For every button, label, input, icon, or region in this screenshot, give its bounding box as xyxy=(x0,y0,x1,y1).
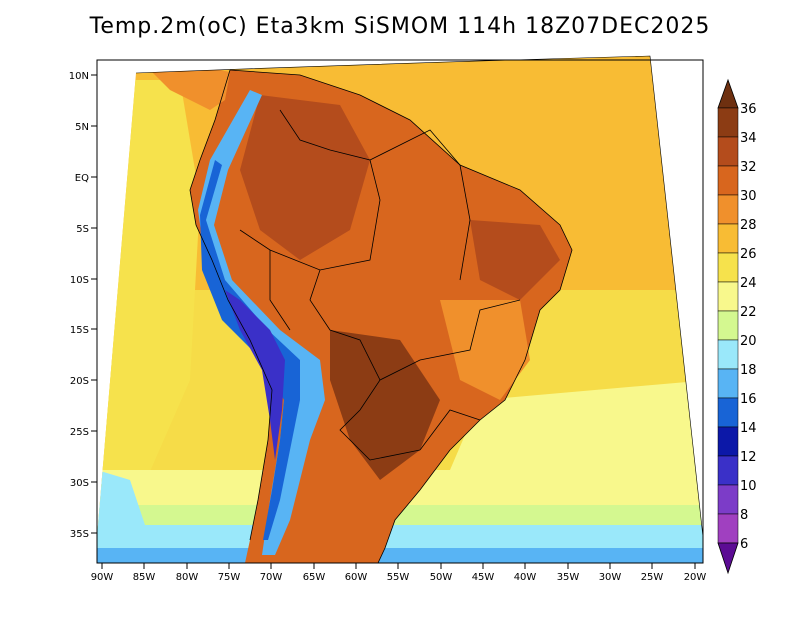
central-hot-region xyxy=(330,330,440,480)
lat-label-15s: 15S xyxy=(70,325,89,336)
colorbar-label-8: 8 xyxy=(740,508,748,523)
colorbar-swatch-20-22 xyxy=(717,310,739,341)
colorbar-swatch-30-32 xyxy=(717,165,739,196)
longitude-labels: 90W 85W 80W 75W 70W 65W 60W 55W 50W 45W … xyxy=(91,572,707,583)
southeast-mild-region xyxy=(440,300,530,400)
map-area: 10N 5N EQ 5S 10S 15S 20S 25S 30S 35S xyxy=(69,55,707,583)
south-ocean-band-blue xyxy=(97,548,703,563)
latitude-labels: 10N 5N EQ 5S 10S 15S 20S 25S 30S 35S xyxy=(69,71,89,540)
lon-label-20w: 20W xyxy=(684,572,707,583)
colorbar-label-18: 18 xyxy=(740,363,757,378)
colorbar-label-34: 34 xyxy=(740,131,757,146)
colorbar-swatch-8-10 xyxy=(717,484,739,515)
lon-label-50w: 50W xyxy=(430,572,453,583)
lon-label-55w: 55W xyxy=(387,572,410,583)
colorbar-swatch-12-14 xyxy=(717,426,739,457)
colorbar: 36 34 32 30 28 26 24 22 20 18 16 14 12 1… xyxy=(717,78,757,575)
colorbar-top-arrow xyxy=(717,78,739,109)
colorbar-label-24: 24 xyxy=(740,276,757,291)
colorbar-swatch-18-20 xyxy=(717,339,739,370)
colorbar-bottom-arrow xyxy=(717,542,739,575)
colorbar-swatch-24-26 xyxy=(717,252,739,283)
longitude-axis xyxy=(101,563,696,569)
lon-label-60w: 60W xyxy=(345,572,368,583)
colorbar-swatch-16-18 xyxy=(717,368,739,399)
country-borders xyxy=(189,69,573,563)
lat-label-35s: 35S xyxy=(70,529,89,540)
lat-label-5s: 5S xyxy=(76,224,89,235)
lon-label-40w: 40W xyxy=(514,572,537,583)
map-frame xyxy=(96,59,704,564)
colorbar-swatch-22-24 xyxy=(717,281,739,312)
colorbar-swatch-26-28 xyxy=(717,223,739,254)
colorbar-label-28: 28 xyxy=(740,218,757,233)
lat-label-eq: EQ xyxy=(75,173,89,184)
latitude-axis xyxy=(91,74,97,534)
colorbar-label-26: 26 xyxy=(740,247,757,262)
colorbar-label-10: 10 xyxy=(740,479,757,494)
colorbar-swatch-6-8 xyxy=(717,513,739,544)
central-america-land xyxy=(150,66,230,110)
colorbar-label-36: 36 xyxy=(740,102,757,117)
colorbar-label-12: 12 xyxy=(740,450,757,465)
lat-label-20s: 20S xyxy=(70,376,89,387)
lon-label-45w: 45W xyxy=(472,572,495,583)
lon-label-70w: 70W xyxy=(260,572,283,583)
lon-label-85w: 85W xyxy=(133,572,156,583)
colorbar-label-16: 16 xyxy=(740,392,757,407)
lon-label-75w: 75W xyxy=(218,572,241,583)
lon-label-30w: 30W xyxy=(599,572,622,583)
colorbar-label-22: 22 xyxy=(740,305,757,320)
colorbar-label-20: 20 xyxy=(740,334,757,349)
lat-label-30s: 30S xyxy=(70,478,89,489)
map-title: Temp.2m(oC) Eta3km SiSMOM 114h 18Z07DEC2… xyxy=(89,14,711,39)
map-domain-outline xyxy=(135,55,704,538)
colorbar-swatch-34-36 xyxy=(717,107,739,138)
lat-label-25s: 25S xyxy=(70,427,89,438)
lat-label-5n: 5N xyxy=(75,122,89,133)
lon-label-90w: 90W xyxy=(91,572,114,583)
pacific-cold-water xyxy=(97,470,150,540)
lon-label-25w: 25W xyxy=(641,572,664,583)
northeast-hot-region xyxy=(470,220,560,300)
lon-label-35w: 35W xyxy=(557,572,580,583)
colorbar-swatch-10-12 xyxy=(717,455,739,486)
colorbar-swatch-28-30 xyxy=(717,194,739,225)
colorbar-swatch-14-16 xyxy=(717,397,739,428)
lat-label-10s: 10S xyxy=(70,275,89,286)
colorbar-label-6: 6 xyxy=(740,537,748,552)
amazon-hot-region xyxy=(240,95,370,260)
colorbar-label-14: 14 xyxy=(740,421,757,436)
lon-label-80w: 80W xyxy=(176,572,199,583)
lat-label-10n: 10N xyxy=(69,71,89,82)
colorbar-label-30: 30 xyxy=(740,189,757,204)
temperature-field xyxy=(97,66,703,563)
colorbar-swatch-32-34 xyxy=(717,136,739,167)
colorbar-label-32: 32 xyxy=(740,160,757,175)
lon-label-65w: 65W xyxy=(303,572,326,583)
